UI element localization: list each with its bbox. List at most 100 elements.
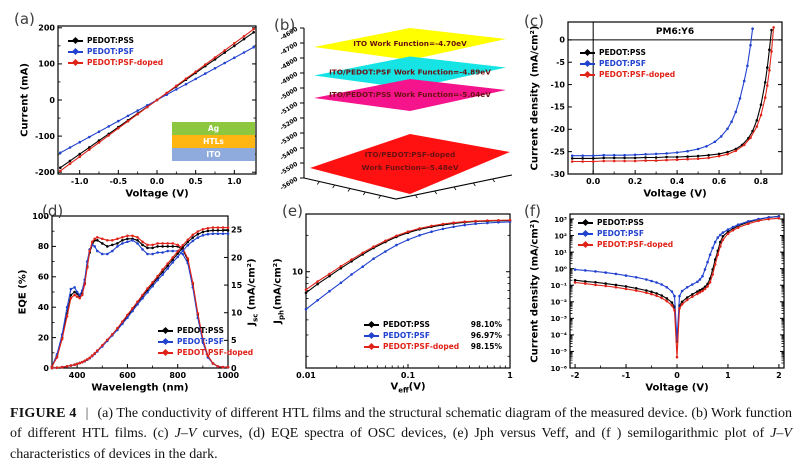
caption-jv-italic: J–V <box>174 426 197 442</box>
series-marker <box>578 221 593 224</box>
legend-entry: PEDOT:PSS <box>580 48 675 57</box>
d-y-axis-title: EQE (%) <box>18 270 29 315</box>
svg-text:-5: -5 <box>556 58 565 67</box>
caption-tag: FIGURE 4 <box>10 406 77 421</box>
panel-d-label: (d) <box>42 202 64 220</box>
legend-label: PEDOT:PSS <box>599 48 646 57</box>
caption-jv-italic: J–V <box>770 426 792 442</box>
legend-entry: PEDOT:PSF-doped <box>158 348 253 357</box>
svg-text:1: 1 <box>507 371 513 380</box>
svg-text:0.0: 0.0 <box>586 177 601 186</box>
svg-text:-1.0: -1.0 <box>71 177 89 186</box>
legend-label: PEDOT:PSF <box>599 59 646 68</box>
svg-text:-25: -25 <box>551 147 566 156</box>
c-x-axis-title: Voltage (V) <box>643 189 706 200</box>
a-y-axis-title: Current (mA) <box>20 63 31 137</box>
e-x-axis-text: V <box>390 381 399 393</box>
svg-text:10: 10 <box>292 268 304 277</box>
a-x-axis-title: Voltage (V) <box>125 189 188 200</box>
svg-text:10⁻³: 10⁻³ <box>550 315 567 323</box>
legend-label: PEDOT:PSF-doped <box>599 70 676 79</box>
panel-c: 0.0 0.2 0.4 0.6 0.8 0 -5 -10 -15 -20 -25 -30 (c) PM… <box>524 8 792 204</box>
legend-label: PEDOT:PSF <box>87 47 134 56</box>
svg-text:-15: -15 <box>551 103 566 112</box>
svg-text:-200: -200 <box>35 168 55 177</box>
series-marker <box>364 345 379 348</box>
chart-a-canvas: -1.0 -0.5 0.0 0.5 1.0 -200 -100 0 100 200 <box>35 24 257 186</box>
svg-text:0: 0 <box>49 96 55 105</box>
series-marker <box>68 61 83 64</box>
legend-a: PEDOT:PSS PEDOT:PSF PEDOT:PSF-doped <box>68 36 163 67</box>
svg-text:-5600: -5600 <box>279 176 299 192</box>
svg-text:-30: -30 <box>551 170 566 179</box>
f-x-axis-title: Voltage (V) <box>645 383 708 394</box>
panel-b: -4600 -4700 -4800 -4900 -5000 -5100 -5200 -5300… <box>268 8 520 208</box>
svg-text:0.0: 0.0 <box>150 177 165 186</box>
svg-text:10⁻¹: 10⁻¹ <box>550 282 567 290</box>
legend-entry: PEDOT:PSS <box>158 326 253 335</box>
panel-c-label: (c) <box>524 12 544 30</box>
legend-label: PEDOT:PSS <box>383 320 430 329</box>
device-layer-htls: HTLs <box>172 135 255 148</box>
series-marker <box>580 51 595 54</box>
svg-text:10⁻⁴: 10⁻⁴ <box>550 332 567 340</box>
a-x-axis-text: Voltage (V) <box>125 188 189 200</box>
device-layer-label: Ag <box>207 124 220 133</box>
panel-a-label: (a) <box>14 10 35 28</box>
device-layer-label: HTLs <box>203 137 224 146</box>
svg-text:-1: -1 <box>622 371 631 380</box>
svg-text:-4800: -4800 <box>279 56 299 72</box>
svg-text:10³: 10³ <box>554 216 567 224</box>
svg-text:ITO Work Function=-4.70eV: ITO Work Function=-4.70eV <box>353 39 467 48</box>
series-marker <box>158 329 173 332</box>
legend-label: PEDOT:PSS <box>87 36 134 45</box>
legend-label: PEDOT:PSF-doped <box>383 342 460 351</box>
series-marker <box>68 50 83 53</box>
svg-text:0: 0 <box>674 371 680 380</box>
svg-text:ITO/PEDOT:PSF Work Function=-4: ITO/PEDOT:PSF Work Function=-4.89eV <box>329 68 491 77</box>
legend-d: PEDOT:PSS PEDOT:PSF PEDOT:PSF-doped <box>158 326 253 357</box>
legend-label: PEDOT:PSS <box>597 218 644 227</box>
svg-text:600: 600 <box>119 371 136 380</box>
chart-b-canvas: -4600-4700-4800-4900-5000-5100-5200-5300… <box>279 26 513 200</box>
active-layer-title: PM6:Y6 <box>655 27 695 37</box>
svg-text:0: 0 <box>231 364 237 373</box>
legend-entry: PEDOT:PSF <box>68 47 163 56</box>
svg-text:400: 400 <box>69 371 86 380</box>
chart-c-canvas: 0.0 0.2 0.4 0.6 0.8 0 -5 -10 -15 -20 -25 -30 <box>551 21 783 186</box>
legend-entry: PEDOT:PSS 98.10% <box>364 320 502 329</box>
d-right-axis-sub: sc <box>251 313 260 322</box>
svg-text:-5100: -5100 <box>279 101 299 117</box>
svg-text:10¹: 10¹ <box>554 249 567 257</box>
legend-entry: PEDOT:PSS <box>68 36 163 45</box>
svg-text:80: 80 <box>38 242 50 251</box>
caption-text: curves, (d) EQE spectra of OSC devices, … <box>196 426 771 442</box>
svg-text:100: 100 <box>32 212 49 221</box>
caption-text: characteristics of devices in the dark. <box>10 446 218 461</box>
device-layer-ito: ITO <box>172 148 255 161</box>
figure-caption: FIGURE 4 | (a) The conductivity of differe… <box>10 404 792 461</box>
svg-text:0.4: 0.4 <box>670 177 685 186</box>
svg-text:100: 100 <box>38 60 55 69</box>
svg-text:-10: -10 <box>551 80 566 89</box>
svg-text:10²: 10² <box>554 232 567 240</box>
chart-f-canvas: -2 -1 0 1 2 10³ 10² 10¹ 10⁰ 10⁻¹ 10⁻² 10⁻³ 10⁻⁴ 10⁻⁵ 1… <box>550 213 785 380</box>
panel-a: -1.0 -0.5 0.0 0.5 1.0 -200 -100 0 100 200 (a) Cur… <box>12 8 262 204</box>
legend-f: PEDOT:PSS PEDOT:PSF PEDOT:PSF-doped <box>578 218 673 249</box>
svg-text:-4900: -4900 <box>279 71 299 87</box>
series-marker <box>580 62 595 65</box>
legend-entry: PEDOT:PSF 96.97% <box>364 331 502 340</box>
legend-label: PEDOT:PSF <box>177 337 224 346</box>
c-y-axis-text: Current density (mA/cm²) <box>529 25 541 171</box>
svg-text:10⁻²: 10⁻² <box>550 299 567 307</box>
chart-e-canvas: 0.01 0.1 1 10 <box>292 213 513 380</box>
d-right-axis-title: Jsc (mA/cm²) <box>247 258 260 325</box>
d-x-axis-title: Wavelength (nm) <box>91 383 188 394</box>
caption-separator: | <box>85 406 89 421</box>
svg-text:0.1: 0.1 <box>401 371 416 380</box>
svg-text:1: 1 <box>725 371 731 380</box>
svg-text:20: 20 <box>38 333 50 342</box>
d-x-axis-text: Wavelength (nm) <box>91 382 189 394</box>
e-y-axis-title: Jph(mA/cm²) <box>273 258 286 323</box>
